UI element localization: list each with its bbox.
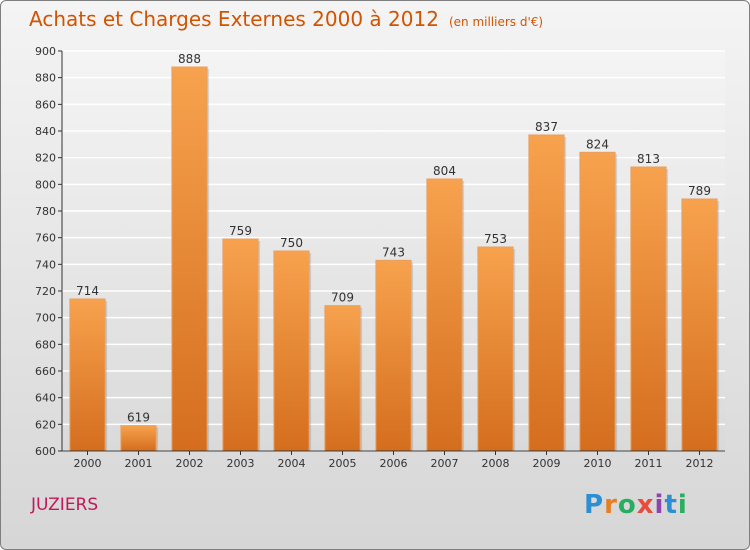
logo-letter: o	[617, 490, 637, 520]
y-axis-ticks: 600 620 640 660 680 700 720 740 760 780 800 820 840 8…	[35, 45, 56, 458]
data-label: 759	[229, 224, 252, 238]
data-label: 753	[484, 232, 507, 246]
bar-2009	[528, 134, 565, 452]
bars	[69, 66, 720, 452]
logo-letter: P	[584, 490, 605, 520]
x-tick-label: 2008	[482, 457, 510, 470]
bar-2007	[426, 178, 463, 452]
x-tick-label: 2012	[686, 457, 714, 470]
x-tick-label: 2010	[584, 457, 612, 470]
y-tick-label: 800	[35, 178, 56, 191]
bar-2008	[477, 246, 514, 452]
bar-2003	[222, 238, 259, 452]
data-label: 714	[76, 284, 99, 298]
y-tick-label: 640	[35, 392, 56, 405]
bar-2002	[171, 66, 208, 452]
data-label: 824	[586, 137, 609, 151]
data-label: 813	[637, 152, 660, 166]
y-tick-label: 820	[35, 152, 56, 165]
data-labels: 714 619 888 759 750 709 743 804 753 837 824 813 789	[76, 52, 711, 425]
data-label: 750	[280, 236, 303, 250]
x-tick-label: 2003	[227, 457, 255, 470]
logo-letter: i	[677, 490, 688, 520]
x-tick-label: 2009	[533, 457, 561, 470]
data-label: 743	[382, 245, 405, 259]
chart-title: Achats et Charges Externes 2000 à 2012 (e…	[29, 7, 543, 31]
logo-letter: x	[636, 490, 655, 520]
y-tick-label: 740	[35, 258, 56, 271]
y-tick-label: 860	[35, 98, 56, 111]
y-tick-label: 880	[35, 72, 56, 85]
data-label: 789	[688, 184, 711, 198]
title-text: Achats et Charges Externes 2000 à 2012	[29, 7, 439, 31]
y-tick-label: 660	[35, 365, 56, 378]
y-tick-label: 720	[35, 285, 56, 298]
y-tick-label: 680	[35, 338, 56, 351]
y-tick-label: 900	[35, 45, 56, 58]
x-tick-label: 2011	[635, 457, 663, 470]
x-tick-label: 2002	[176, 457, 204, 470]
logo-letter: r	[604, 490, 618, 520]
y-tick-label: 760	[35, 232, 56, 245]
data-label: 619	[127, 411, 150, 425]
bar-2005	[324, 305, 361, 452]
y-tick-label: 840	[35, 125, 56, 138]
x-tick-label: 2005	[329, 457, 357, 470]
x-tick-label: 2000	[74, 457, 102, 470]
bar-2006	[375, 259, 412, 452]
title-unit: (en milliers d'€)	[448, 15, 544, 29]
logo-letter: t	[664, 490, 678, 520]
x-tick-label: 2001	[125, 457, 153, 470]
x-tick-label: 2004	[278, 457, 306, 470]
bar-2004	[273, 250, 310, 452]
commune-name: JUZIERS	[31, 495, 99, 515]
bar-2011	[630, 166, 667, 452]
proxiti-logo: Proxiti	[584, 490, 688, 520]
logo-letter: i	[654, 490, 665, 520]
x-tick-label: 2006	[380, 457, 408, 470]
y-tick-label: 780	[35, 205, 56, 218]
y-tick-label: 600	[35, 445, 56, 458]
bar-2012	[681, 198, 718, 452]
data-label: 888	[178, 52, 201, 66]
y-tick-label: 620	[35, 418, 56, 431]
data-label: 837	[535, 120, 558, 134]
x-axis-ticks: 2000 2001 2002 2003 2004 2005 2006 2007 2008 2009…	[74, 451, 714, 470]
data-label: 709	[331, 291, 354, 305]
data-label: 804	[433, 164, 456, 178]
x-tick-label: 2007	[431, 457, 459, 470]
bar-2001	[120, 425, 157, 452]
bar-2000	[69, 298, 106, 452]
bar-2010	[579, 151, 616, 452]
y-tick-label: 700	[35, 312, 56, 325]
